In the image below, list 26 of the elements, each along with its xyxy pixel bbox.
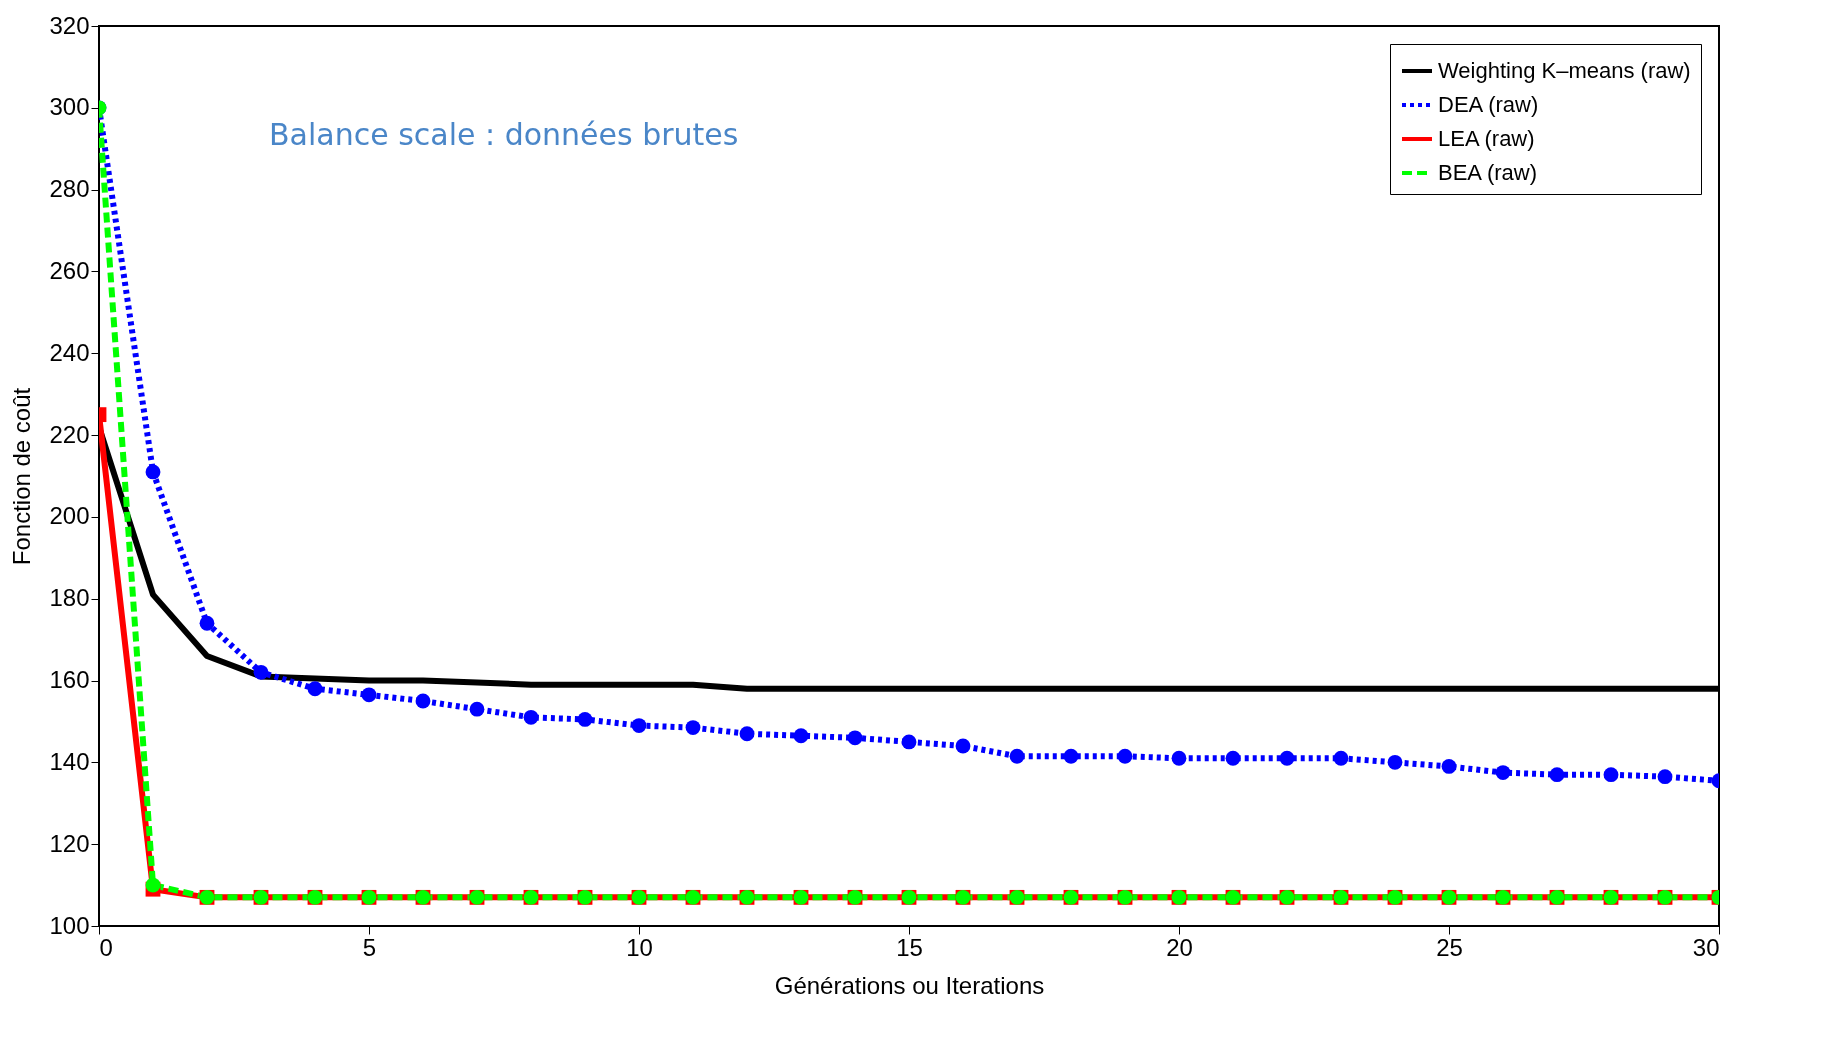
x-tick-label: 25 — [1436, 933, 1463, 961]
y-tick-label: 180 — [49, 584, 90, 612]
legend-label: LEA (raw) — [1438, 126, 1535, 151]
y-tick-label: 100 — [49, 911, 90, 939]
y-tick-label: 240 — [49, 338, 90, 366]
x-axis-title: Générations ou Iterations — [774, 971, 1045, 999]
legend-label: Weighting K–means (raw) — [1438, 58, 1691, 83]
y-tick-label: 140 — [49, 747, 90, 775]
x-tick-label: 15 — [896, 933, 923, 961]
y-tick-label: 220 — [49, 420, 90, 448]
y-axis-title: Fonction de coût — [8, 387, 36, 566]
x-tick-label: 20 — [1166, 933, 1193, 961]
legend-label: BEA (raw) — [1438, 160, 1538, 185]
y-tick-label: 300 — [49, 93, 90, 121]
y-tick-label: 260 — [49, 256, 90, 284]
y-tick-label: 320 — [49, 11, 90, 39]
x-tick-label: 30 — [1692, 933, 1720, 961]
x-tick-label: 10 — [626, 933, 653, 961]
legend-label: DEA (raw) — [1438, 92, 1539, 117]
x-tick-label: 5 — [362, 933, 377, 961]
y-tick-label: 160 — [49, 666, 90, 694]
x-tick-label: 0 — [99, 933, 113, 961]
y-tick-label: 200 — [49, 502, 90, 530]
annotation: Balance scale : données brutes — [269, 117, 739, 152]
y-tick-label: 120 — [49, 829, 90, 857]
y-tick-label: 280 — [49, 175, 90, 203]
